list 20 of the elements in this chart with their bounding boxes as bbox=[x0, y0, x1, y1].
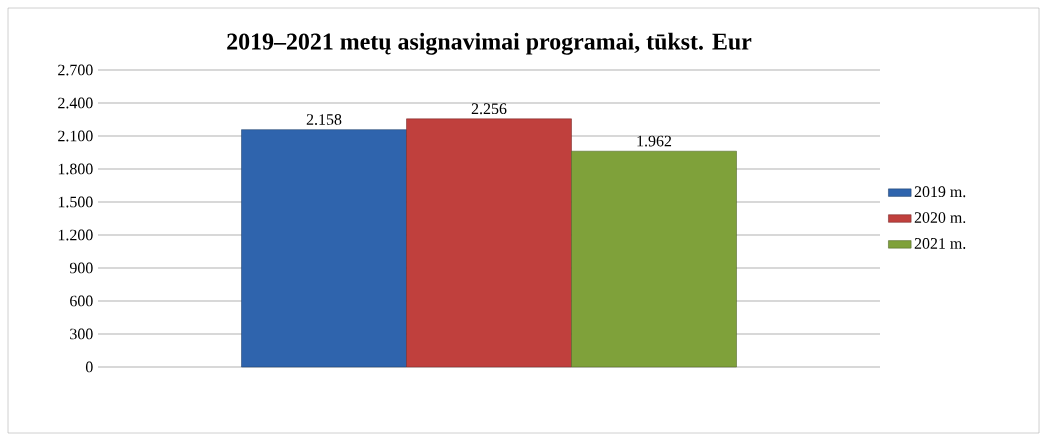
bar bbox=[406, 118, 572, 368]
legend-label: 2021 m. bbox=[914, 238, 966, 249]
y-tick-label: 1.200 bbox=[58, 229, 93, 241]
chart-title: 2019–2021 metų asignavimai programai, tūkst. Eur bbox=[227, 32, 752, 55]
y-tick-label: 300 bbox=[70, 328, 93, 340]
data-label: 1.962 bbox=[637, 135, 672, 147]
y-tick-label: 2.700 bbox=[58, 64, 93, 76]
y-tick-label: 2.400 bbox=[58, 97, 93, 109]
legend-label: 2019 m. bbox=[914, 186, 966, 198]
y-tick-label: 1.500 bbox=[58, 196, 93, 208]
y-tick-label: 900 bbox=[69, 262, 93, 274]
y-tick-label: 2.100 bbox=[58, 130, 93, 142]
data-label: 2.256 bbox=[471, 103, 507, 115]
y-tick-label: 600 bbox=[70, 295, 93, 307]
bar bbox=[571, 150, 737, 368]
y-tick-label: 1.800 bbox=[58, 163, 93, 175]
legend-label: 2020 m. bbox=[914, 212, 966, 224]
data-label: 2.158 bbox=[306, 114, 342, 125]
bar bbox=[241, 129, 407, 368]
y-tick-label: 0 bbox=[85, 361, 93, 373]
